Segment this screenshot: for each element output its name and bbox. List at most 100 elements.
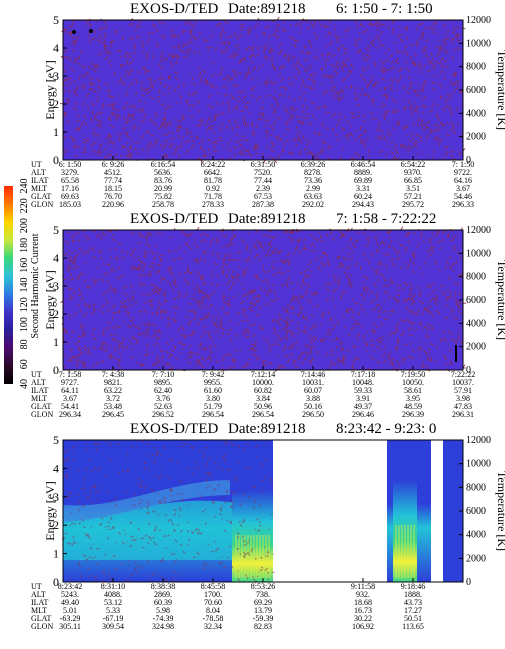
colorbar-tick-label: 160 <box>19 258 30 273</box>
x-tick-label: 8:53:26 <box>251 582 275 591</box>
colorbar-label: Second Harmonic Current <box>30 233 41 338</box>
panel-1: EXOS-D/TED Date:891218 6: 1:50 - 7: 1:50 0 1… <box>31 1 505 209</box>
ephemeris-value: 296.39 <box>402 410 424 419</box>
ephemeris-value: 294.43 <box>352 200 374 209</box>
low-energy-band <box>63 500 273 560</box>
ephemeris-row-label: UT <box>31 370 42 379</box>
y-axis-label: Energy [eV] <box>43 270 57 329</box>
ephemeris-row-label: MLT <box>31 606 47 615</box>
y2-tick-label: 8000 <box>466 272 486 283</box>
ephemeris-value: 64.11 <box>61 386 79 395</box>
ephemeris-value: 58.61 <box>404 386 422 395</box>
panel-title: EXOS-D/TED Date:891218 7: 1:58 - 7:22:22 <box>130 211 436 227</box>
panel-title-date: Date:891218 <box>228 211 305 227</box>
ephemeris-row-label: ALT <box>31 590 46 599</box>
ephemeris-row-label: GLON <box>31 622 53 631</box>
y-axis-temperature: 0 2000 4000 6000 8000 10000 12000 Temperature [… <box>459 225 505 376</box>
ephemeris-value: 60.07 <box>304 386 322 395</box>
y-tick-label: 1 <box>53 547 59 561</box>
y-axis-label: Energy [eV] <box>43 481 57 540</box>
ephemeris-value: 57.21 <box>404 192 422 201</box>
ephemeris-value: 296.46 <box>352 410 374 419</box>
ephemeris-value: 63.63 <box>304 192 322 201</box>
x-tick-label: 7: 1:58 <box>59 370 81 379</box>
ephemeris-value: 3.67 <box>456 184 470 193</box>
y2-axis-label: Temperature [K] <box>495 50 505 130</box>
ephemeris-row-label: UT <box>31 582 42 591</box>
x-tick-label: 6:31:50 <box>251 160 275 169</box>
ephemeris-value: 50.16 <box>304 402 322 411</box>
panel-title-time-range: 6: 1:50 - 7: 1:50 <box>336 1 433 17</box>
colorbar-gradient <box>4 186 13 384</box>
ephemeris-value: 296.54 <box>202 410 224 419</box>
ephemeris-row-label: GLAT <box>31 614 52 623</box>
ephemeris-value: 16.73 <box>354 606 372 615</box>
ephemeris-value: 69.89 <box>354 176 372 185</box>
ephemeris-value: 2.99 <box>306 184 320 193</box>
y-tick-label: 1 <box>53 335 59 349</box>
ephemeris-value: 60.82 <box>254 386 272 395</box>
panel-title-instrument: EXOS-D/TED <box>130 1 218 17</box>
ephemeris-value: 10048. <box>352 378 374 387</box>
x-tick-label: 9:11:58 <box>351 582 375 591</box>
band-stripes <box>235 525 415 578</box>
ephemeris-value: 83.76 <box>154 176 172 185</box>
heatmap-speckle <box>60 226 467 373</box>
ephemeris-value: 10000. <box>252 378 274 387</box>
colorbar-tick-label: 220 <box>19 198 30 213</box>
ephemeris-row-label: GLON <box>31 200 53 209</box>
ephemeris-value: 69.29 <box>254 598 272 607</box>
x-tick-label: 6: 9:26 <box>102 160 124 169</box>
ephemeris-value: 3.76 <box>156 394 170 403</box>
y2-tick-label: 12000 <box>466 435 491 446</box>
ephemeris-value: 76.70 <box>104 192 122 201</box>
ephemeris-row-label: ILAT <box>31 176 48 185</box>
y2-tick-label: 10000 <box>466 38 491 49</box>
y-axis-temperature: 0 2000 4000 6000 8000 10000 12000 Temperature [… <box>459 15 505 166</box>
heatmap-segment-3 <box>443 440 463 582</box>
ephemeris-value: 53.48 <box>104 402 122 411</box>
x-tick-label: 6: 1:50 <box>59 160 81 169</box>
ephemeris-value: 305.11 <box>59 622 81 631</box>
ephemeris-value: 3.51 <box>406 184 420 193</box>
y-axis-energy: 0 1 2 3 4 5 Energy [eV] <box>43 223 67 377</box>
y2-tick-label: 4000 <box>466 108 486 119</box>
ephemeris-value: 9895. <box>154 378 172 387</box>
data-gap <box>273 440 387 582</box>
ephemeris-value: 113.65 <box>402 622 424 631</box>
x-tick-label: 6:39:26 <box>301 160 325 169</box>
data-gap <box>431 440 443 582</box>
ephemeris-value: 2.39 <box>256 184 270 193</box>
y2-tick-label: 6000 <box>466 506 486 517</box>
ephemeris-value: 81.78 <box>204 176 222 185</box>
ephemeris-value: 1700. <box>204 590 222 599</box>
ephemeris-value: 324.98 <box>152 622 174 631</box>
panel-2: EXOS-D/TED Date:891218 7: 1:58 - 7:22:22 0 1… <box>31 211 505 419</box>
y-axis-label: Energy [eV] <box>43 60 57 119</box>
y-tick-label: 0 <box>53 575 59 589</box>
ephemeris-value: 13.79 <box>254 606 272 615</box>
y2-axis-label: Temperature [K] <box>495 471 505 551</box>
ephemeris-value: 738. <box>256 590 270 599</box>
panel-title: EXOS-D/TED Date:891218 8:23:42 - 9:23: 0 <box>130 421 436 437</box>
y-tick-label: 1 <box>53 125 59 139</box>
y2-tick-label: 12000 <box>466 225 491 236</box>
ephemeris-value: 49.40 <box>61 598 79 607</box>
ephemeris-value: 10037. <box>452 378 474 387</box>
y2-tick-label: 2000 <box>466 132 486 143</box>
ephemeris-value: 9821. <box>104 378 122 387</box>
x-tick-label: 8:23:42 <box>58 582 82 591</box>
y2-tick-label: 8000 <box>466 482 486 493</box>
ephemeris-row-label: GLAT <box>31 192 52 201</box>
x-tick-label: 7:19:50 <box>401 370 425 379</box>
ephemeris-row-label: ILAT <box>31 598 48 607</box>
colorbar-tick-label: 100 <box>19 317 30 332</box>
y2-tick-label: 0 <box>466 155 471 166</box>
x-tick-label: 7:22:22 <box>451 370 475 379</box>
colorbar-tick-label: 240 <box>19 179 30 194</box>
ephemeris-value: 66.85 <box>404 176 422 185</box>
ephemeris-value: 932. <box>356 590 370 599</box>
ephemeris-value: 3.84 <box>256 394 270 403</box>
panel-title-time-range: 7: 1:58 - 7:22:22 <box>336 211 436 227</box>
